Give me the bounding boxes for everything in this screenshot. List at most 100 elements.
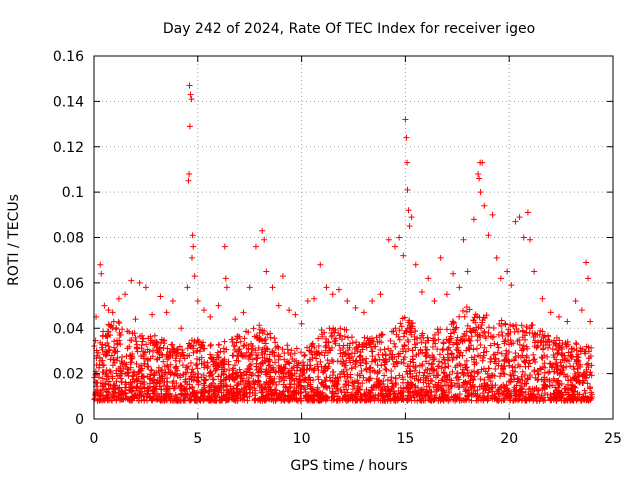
data-point [189,232,196,239]
band-point [241,381,248,388]
band-point [133,384,140,391]
band-point [328,357,335,364]
band-point [308,342,315,349]
band-point [261,380,268,387]
band-point [547,394,554,401]
band-point [229,336,236,343]
band-point [528,390,535,397]
band-point [524,376,531,383]
band-point [119,354,126,361]
band-point [337,374,344,381]
data-point [344,298,351,305]
band-point [384,383,391,390]
band-point [532,359,539,366]
band-point [412,363,419,370]
band-point [541,369,548,376]
band-point [540,384,547,391]
band-point [485,329,492,336]
band-point [380,393,387,400]
band-point [480,349,487,356]
band-point [346,344,353,351]
band-point [588,372,595,379]
band-point [180,352,187,359]
band-point [304,394,311,401]
band-point [390,395,397,402]
band-point [423,383,430,390]
band-point [379,351,386,358]
data-point [246,284,253,291]
band-point [229,392,236,399]
band-point [341,360,348,367]
band-point [205,363,212,370]
band-point [113,325,120,332]
band-point [194,337,201,344]
band-point [135,397,142,404]
band-point [262,340,269,347]
band-point [220,377,227,384]
band-point [286,369,293,376]
band-point [431,331,438,338]
band-point [473,345,480,352]
band-point [226,375,233,382]
band-point [197,344,204,351]
band-point [518,373,525,380]
band-point [583,343,590,350]
band-point [463,347,470,354]
band-point [135,375,142,382]
band-point [106,367,113,374]
data-point [403,134,410,141]
band-point [371,357,378,364]
band-point [176,343,183,350]
band-point [133,338,140,345]
band-point [122,370,129,377]
band-point [259,389,266,396]
band-point [421,391,428,398]
band-point [133,344,140,351]
data-point [304,298,311,305]
band-point [565,349,572,356]
band-point [513,382,520,389]
band-point [291,350,298,357]
data-point [460,236,467,243]
band-point [193,361,200,368]
band-point [187,397,194,404]
band-point [412,382,419,389]
band-point [290,390,297,397]
band-point [345,351,352,358]
data-point [240,309,247,316]
band-point [408,331,415,338]
band-point [154,355,161,362]
band-point [387,337,394,344]
band-point [338,389,345,396]
band-point [250,379,257,386]
band-point [503,347,510,354]
band-point [320,368,327,375]
band-point [362,366,369,373]
band-point [495,331,502,338]
band-point [391,363,398,370]
band-point [494,349,501,356]
band-point [458,336,465,343]
band-point [107,323,114,330]
band-point [471,368,478,375]
band-point [197,395,204,402]
band-point [259,397,266,404]
band-point [455,374,462,381]
band-point [415,376,422,383]
band-point [436,351,443,358]
band-point [513,392,520,399]
band-point [567,395,574,402]
band-point [314,384,321,391]
band-point [138,345,145,352]
band-point [290,364,297,371]
band-point [536,365,543,372]
band-point [267,334,274,341]
band-point [268,367,275,374]
data-point [531,268,538,275]
band-point [120,396,127,403]
band-point [345,334,352,341]
band-point [147,333,154,340]
band-point [324,394,331,401]
band-point [351,361,358,368]
band-point [460,379,467,386]
